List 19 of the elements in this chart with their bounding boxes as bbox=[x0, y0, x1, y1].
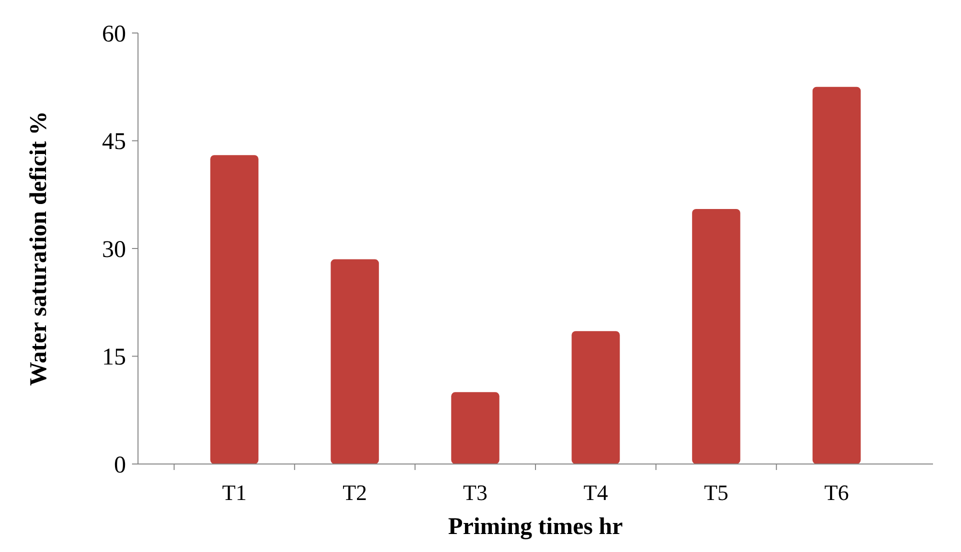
bar bbox=[451, 392, 500, 464]
bar bbox=[330, 259, 379, 464]
x-tick-label: T4 bbox=[584, 480, 608, 505]
y-tick-label: 45 bbox=[102, 129, 126, 156]
x-tick-label: T1 bbox=[222, 480, 247, 505]
x-tick-label: T5 bbox=[704, 480, 728, 505]
y-tick-label: 60 bbox=[102, 21, 126, 48]
y-tick-label: 0 bbox=[114, 452, 126, 478]
bar bbox=[572, 331, 620, 464]
x-tick-label: T2 bbox=[342, 480, 368, 505]
x-axis-title: Priming times hr bbox=[448, 514, 624, 540]
bar bbox=[812, 86, 861, 464]
x-tick-label: T3 bbox=[463, 480, 488, 505]
y-tick-label: 30 bbox=[102, 236, 126, 263]
y-axis-title: Water saturation deficit % bbox=[26, 111, 52, 386]
y-tick-label: 15 bbox=[102, 344, 126, 371]
bar bbox=[210, 155, 258, 464]
bar bbox=[692, 208, 740, 464]
x-tick-label: T6 bbox=[824, 480, 849, 505]
